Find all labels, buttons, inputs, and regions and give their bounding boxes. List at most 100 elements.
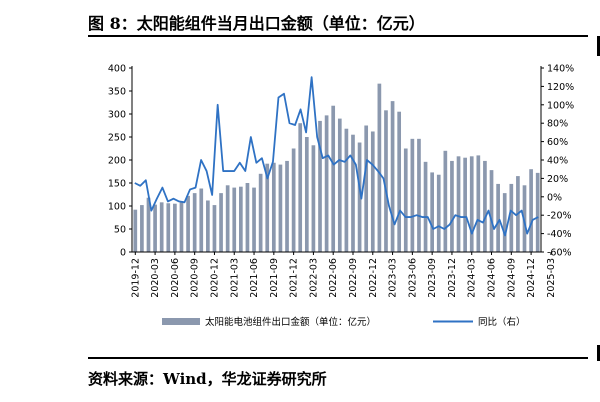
chart-axes (131, 66, 542, 253)
right-tick-label-5: 40% (547, 156, 568, 167)
right-tick-label-0: -60% (547, 248, 572, 259)
x-axis-ticks: 2019-12 2020-03 2020-06 2020-09 2020-12 2021-… (130, 252, 557, 298)
bar-31 (337, 118, 342, 252)
bar-0 (133, 209, 138, 252)
right-tick-label-8: 100% (547, 100, 574, 111)
left-tick-label-4: 200 (108, 156, 126, 167)
bar-22 (278, 164, 283, 252)
left-tick-label-8: 400 (108, 64, 126, 75)
x-tick-label-11: 2022-09 (348, 258, 359, 298)
bar-18 (252, 187, 256, 252)
bar-55 (496, 183, 500, 252)
x-tick-label-0: 2019-12 (130, 258, 141, 298)
bar-19 (258, 173, 263, 252)
bar-43 (417, 138, 421, 252)
yoy-line (134, 76, 539, 237)
bar-52 (476, 155, 481, 252)
x-tick-label-1: 2020-03 (150, 258, 161, 298)
bar-50 (463, 157, 467, 252)
bar-48 (450, 160, 454, 252)
bar-30 (331, 105, 336, 252)
right-edge-mark-top (597, 36, 600, 56)
right-tick-label-7: 80% (547, 119, 568, 130)
x-tick-label-16: 2023-12 (447, 258, 458, 298)
bar-56 (502, 193, 507, 252)
x-tick-label-6: 2021-06 (249, 258, 260, 298)
right-tick-label-1: -40% (547, 229, 572, 240)
legend-bar-swatch (162, 318, 200, 325)
bar-45 (430, 172, 434, 252)
left-tick-label-6: 300 (108, 110, 126, 121)
bar-37 (377, 83, 382, 252)
bar-9 (192, 193, 197, 252)
bar-29 (324, 115, 329, 252)
right-tick-label-9: 120% (547, 82, 574, 93)
bar-20 (265, 163, 270, 252)
bar-33 (351, 134, 355, 252)
bar-15 (232, 187, 237, 252)
bar-14 (225, 185, 230, 252)
right-tick-label-4: 20% (547, 174, 568, 185)
bar-10 (199, 188, 204, 252)
x-tick-label-19: 2024-09 (506, 258, 517, 298)
x-tick-label-10: 2022-06 (328, 258, 339, 298)
figure-title: 图 8：太阳能组件当月出口金额（单位：亿元） (88, 14, 425, 33)
x-tick-label-14: 2023-06 (407, 258, 418, 298)
x-tick-label-15: 2023-09 (427, 258, 438, 298)
bar-13 (219, 193, 223, 252)
x-tick-label-20: 2024-12 (526, 258, 537, 298)
right-tick-label-10: 140% (547, 64, 574, 75)
bar-44 (423, 161, 428, 252)
bar-32 (344, 128, 349, 252)
x-tick-label-13: 2023-03 (388, 258, 399, 298)
bar-21 (271, 162, 276, 252)
left-axis-ticks: 0 50 100 150 200 250 300 350 400 (108, 64, 132, 259)
right-tick-label-2: -20% (547, 211, 572, 222)
bar-2 (146, 197, 151, 252)
bottom-rule (88, 357, 588, 359)
chart-legend: 太阳能电池组件出口金额（单位：亿元） 同比（右） (162, 316, 526, 328)
legend-line-label: 同比（右） (478, 316, 526, 328)
bar-60 (529, 169, 533, 252)
bar-5 (166, 203, 171, 252)
bar-46 (436, 174, 441, 252)
bar-51 (469, 156, 474, 252)
line-series (134, 76, 539, 237)
bar-4 (159, 202, 164, 252)
x-tick-label-3: 2020-09 (190, 258, 201, 298)
left-tick-label-0: 0 (120, 248, 126, 259)
bar-35 (364, 125, 369, 252)
bar-12 (212, 205, 217, 252)
left-tick-label-3: 150 (108, 179, 126, 190)
left-tick-label-1: 50 (114, 225, 126, 236)
bar-53 (483, 160, 487, 252)
bar-38 (384, 110, 388, 252)
bar-7 (179, 201, 184, 252)
bar-40 (397, 111, 402, 252)
bar-47 (443, 150, 448, 252)
x-tick-label-17: 2024-03 (467, 258, 478, 298)
bar-42 (410, 138, 415, 252)
left-tick-label-2: 100 (108, 202, 126, 213)
x-tick-label-12: 2022-12 (368, 258, 379, 298)
bar-27 (311, 145, 316, 252)
bar-57 (509, 183, 514, 252)
bar-39 (390, 101, 395, 252)
right-axis-ticks: -60% -40% -20% 0% 20% 40% 60% 80% 100% 120% 140% (541, 64, 574, 259)
bar-26 (304, 137, 309, 252)
bar-23 (285, 160, 289, 252)
bar-61 (535, 172, 540, 252)
bar-49 (456, 156, 461, 252)
x-tick-label-7: 2021-09 (269, 258, 280, 298)
bar-3 (153, 204, 157, 252)
left-tick-label-5: 250 (108, 133, 126, 144)
bar-1 (140, 205, 144, 252)
right-edge-mark-bottom (597, 345, 600, 361)
x-tick-label-18: 2024-06 (487, 258, 498, 298)
bar-8 (186, 195, 190, 252)
x-tick-label-8: 2021-12 (289, 258, 300, 298)
top-rule (88, 35, 588, 37)
bar-series (133, 83, 540, 253)
bar-16 (239, 186, 243, 252)
bar-54 (489, 170, 494, 252)
